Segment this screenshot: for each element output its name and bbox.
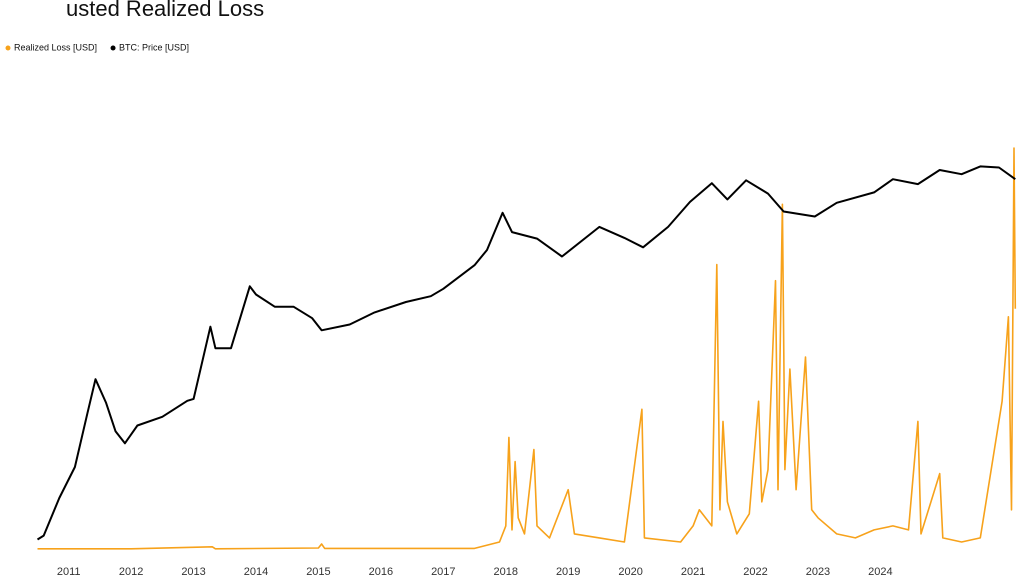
x-tick-label: 2018 xyxy=(494,566,518,576)
x-tick-label: 2015 xyxy=(306,566,330,576)
legend-label: Realized Loss [USD] xyxy=(14,42,97,52)
legend-label: BTC: Price [USD] xyxy=(119,42,189,52)
series-line xyxy=(37,147,1017,550)
x-tick-label: 2011 xyxy=(57,566,81,576)
x-tick-label: 2022 xyxy=(743,566,767,576)
x-tick-label: 2021 xyxy=(681,566,705,576)
x-tick-label: 2014 xyxy=(244,566,268,576)
x-tick-label: 2013 xyxy=(181,566,205,576)
x-tick-label: 2016 xyxy=(369,566,393,576)
legend-marker xyxy=(110,45,116,51)
x-tick-label: 2019 xyxy=(556,566,580,576)
x-tick-label: 2023 xyxy=(806,566,830,576)
x-tick-label: 2024 xyxy=(868,566,892,576)
x-tick-label: 2020 xyxy=(618,566,642,576)
chart-title: usted Realized Loss xyxy=(66,0,264,21)
x-tick-label: 2012 xyxy=(119,566,143,576)
legend-marker xyxy=(5,45,11,51)
series-line xyxy=(36,165,1016,541)
x-tick-label: 2017 xyxy=(431,566,455,576)
